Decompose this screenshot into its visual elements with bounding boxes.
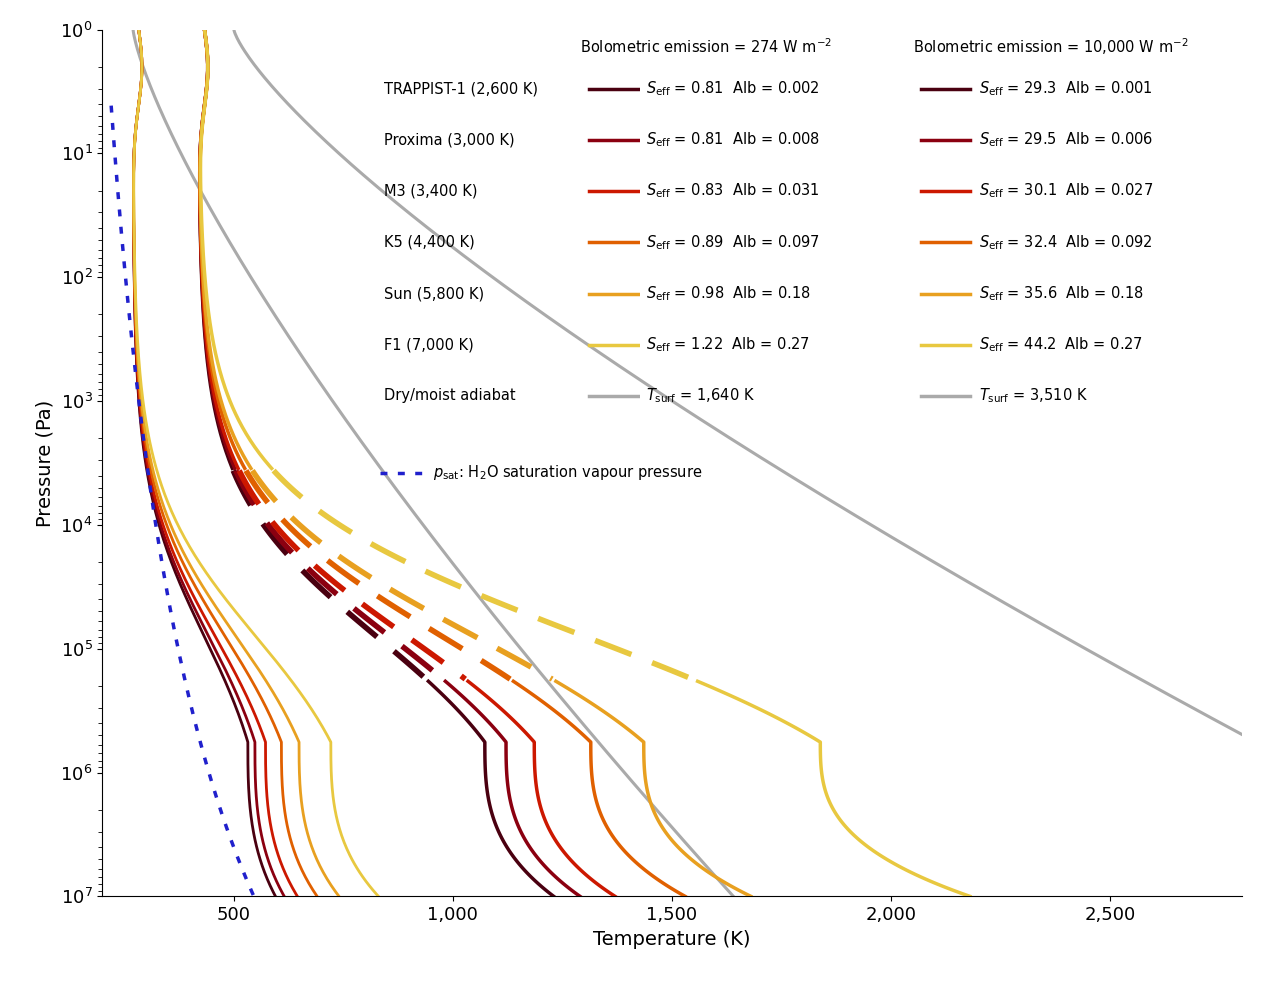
Text: F1 (7,000 K): F1 (7,000 K) (384, 337, 474, 353)
Text: $S_{\rm eff}$ = 30.1  Alb = 0.027: $S_{\rm eff}$ = 30.1 Alb = 0.027 (979, 182, 1153, 200)
Text: $S_{\rm eff}$ = 29.5  Alb = 0.006: $S_{\rm eff}$ = 29.5 Alb = 0.006 (979, 131, 1153, 149)
Text: Proxima (3,000 K): Proxima (3,000 K) (384, 132, 515, 148)
Text: $S_{\rm eff}$ = 0.83  Alb = 0.031: $S_{\rm eff}$ = 0.83 Alb = 0.031 (646, 182, 820, 200)
Text: $S_{\rm eff}$ = 35.6  Alb = 0.18: $S_{\rm eff}$ = 35.6 Alb = 0.18 (979, 285, 1144, 302)
Text: $S_{\rm eff}$ = 0.81  Alb = 0.002: $S_{\rm eff}$ = 0.81 Alb = 0.002 (646, 80, 820, 98)
Text: M3 (3,400 K): M3 (3,400 K) (384, 183, 477, 199)
Text: $S_{\rm eff}$ = 0.89  Alb = 0.097: $S_{\rm eff}$ = 0.89 Alb = 0.097 (646, 233, 820, 251)
Text: Bolometric emission = 10,000 W m$^{-2}$: Bolometric emission = 10,000 W m$^{-2}$ (913, 35, 1188, 57)
Text: $T_{\rm surf}$ = 1,640 K: $T_{\rm surf}$ = 1,640 K (646, 387, 755, 405)
Text: $S_{\rm eff}$ = 29.3  Alb = 0.001: $S_{\rm eff}$ = 29.3 Alb = 0.001 (979, 80, 1153, 98)
Text: $S_{\rm eff}$ = 1.22  Alb = 0.27: $S_{\rm eff}$ = 1.22 Alb = 0.27 (646, 336, 810, 354)
Text: Sun (5,800 K): Sun (5,800 K) (384, 286, 484, 301)
Y-axis label: Pressure (Pa): Pressure (Pa) (36, 399, 55, 527)
Text: K5 (4,400 K): K5 (4,400 K) (384, 234, 475, 250)
Text: Dry/moist adiabat: Dry/moist adiabat (384, 388, 516, 404)
Text: $T_{\rm surf}$ = 3,510 K: $T_{\rm surf}$ = 3,510 K (979, 387, 1088, 405)
X-axis label: Temperature (K): Temperature (K) (593, 930, 751, 949)
Text: $p_{\rm sat}$: H$_2$O saturation vapour pressure: $p_{\rm sat}$: H$_2$O saturation vapour … (433, 463, 701, 483)
Text: $S_{\rm eff}$ = 44.2  Alb = 0.27: $S_{\rm eff}$ = 44.2 Alb = 0.27 (979, 336, 1143, 354)
Text: $S_{\rm eff}$ = 0.98  Alb = 0.18: $S_{\rm eff}$ = 0.98 Alb = 0.18 (646, 285, 812, 302)
Text: Bolometric emission = 274 W m$^{-2}$: Bolometric emission = 274 W m$^{-2}$ (580, 37, 832, 55)
Text: $S_{\rm eff}$ = 32.4  Alb = 0.092: $S_{\rm eff}$ = 32.4 Alb = 0.092 (979, 233, 1153, 251)
Text: $S_{\rm eff}$ = 0.81  Alb = 0.008: $S_{\rm eff}$ = 0.81 Alb = 0.008 (646, 131, 820, 149)
Text: TRAPPIST-1 (2,600 K): TRAPPIST-1 (2,600 K) (384, 81, 538, 97)
